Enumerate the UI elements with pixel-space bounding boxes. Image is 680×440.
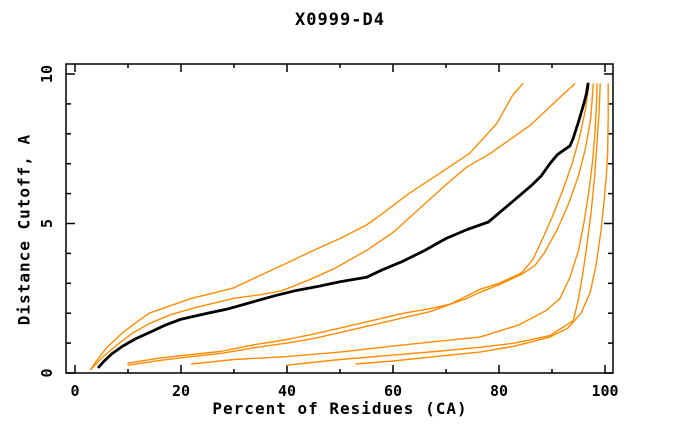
x-tick-label: 40 [278,382,296,400]
series-line-model-7 [355,83,609,365]
x-tick-label: 80 [490,382,508,400]
x-tick-label: 20 [172,382,190,400]
series-line-model-2 [90,83,576,371]
series-line-model-5 [190,83,598,365]
series-line-highlighted-model [97,82,590,369]
series-line-model-1 [90,83,524,371]
y-tick-label: 5 [38,219,56,228]
y-tick-label: 10 [38,65,56,83]
x-axis-label: Percent of Residues (CA) [212,399,468,418]
plot-frame [65,63,614,374]
series-line-model-3 [127,83,590,364]
chart-title: X0999-D4 [295,10,385,30]
x-tick-label: 100 [591,382,618,400]
x-tick-label: 0 [70,382,79,400]
series-line-model-4 [127,83,594,366]
y-tick-label: 0 [38,368,56,377]
series-line-model-6 [286,83,601,366]
x-tick-label: 60 [384,382,402,400]
y-axis-label: Distance Cutoff, A [14,133,34,326]
